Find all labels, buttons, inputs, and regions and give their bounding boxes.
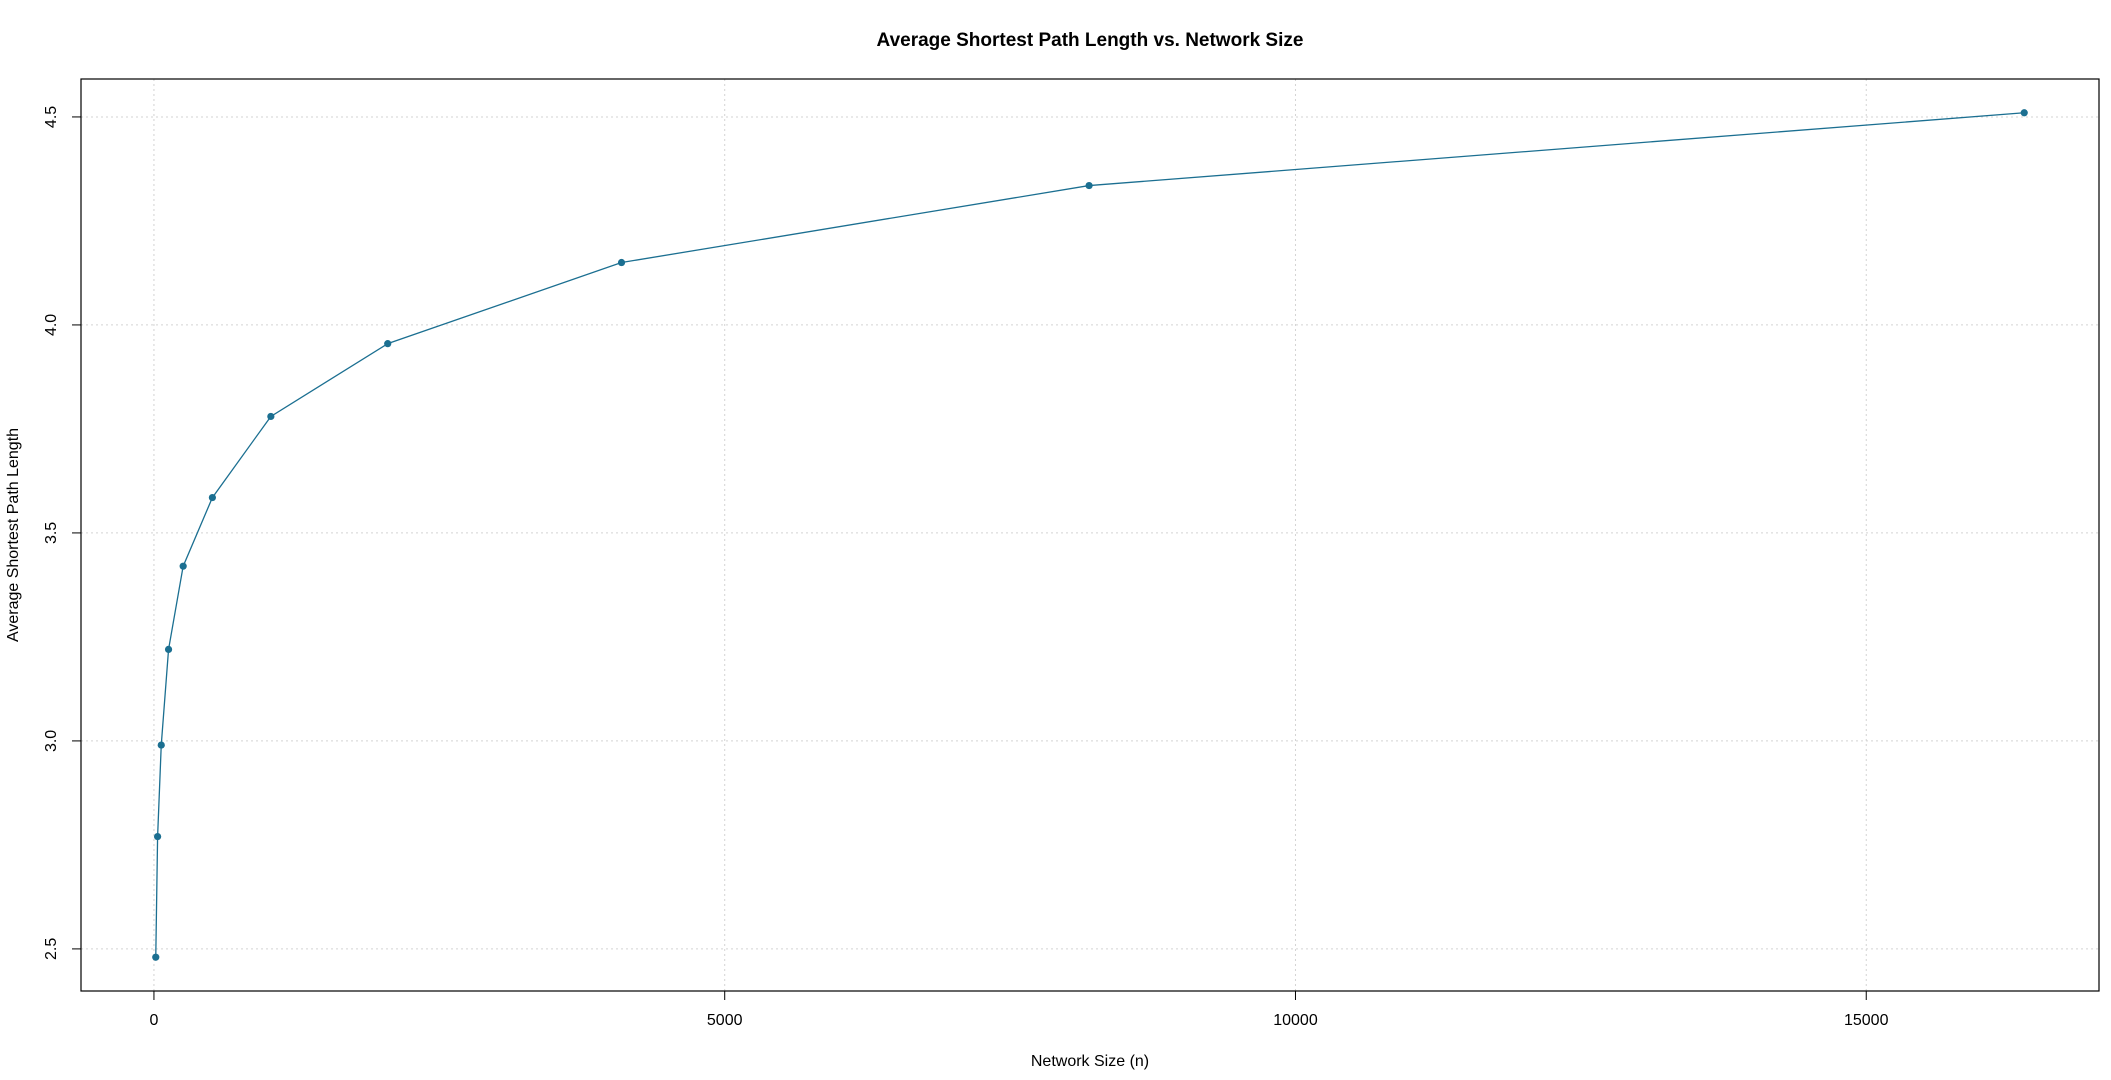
y-tick-label: 4.5 bbox=[43, 106, 60, 128]
data-point bbox=[384, 340, 392, 348]
chart-title: Average Shortest Path Length vs. Network… bbox=[877, 30, 1304, 51]
y-tick-label: 2.5 bbox=[43, 938, 60, 960]
x-tick-label: 15000 bbox=[1844, 1012, 1889, 1029]
y-axis-label: Average Shortest Path Length bbox=[5, 428, 22, 642]
data-point bbox=[179, 562, 187, 570]
data-point bbox=[617, 258, 626, 267]
y-tick-label: 3.0 bbox=[43, 730, 60, 752]
x-tick-label: 0 bbox=[149, 1012, 158, 1029]
data-point bbox=[2020, 109, 2028, 117]
x-axis-label: Network Size (n) bbox=[1031, 1053, 1149, 1070]
data-line bbox=[155, 112, 2025, 958]
data-point bbox=[208, 493, 216, 502]
y-tick-label: 3.5 bbox=[43, 522, 60, 544]
plot-frame bbox=[80, 78, 2100, 992]
data-point bbox=[267, 412, 275, 421]
data-point bbox=[157, 741, 165, 749]
data-point bbox=[1085, 181, 1093, 190]
data-point bbox=[153, 832, 162, 841]
y-tick-label: 4.0 bbox=[43, 314, 60, 336]
x-tick-label: 10000 bbox=[1273, 1012, 1318, 1029]
x-tick-label: 5000 bbox=[707, 1012, 743, 1029]
data-point bbox=[152, 953, 160, 961]
data-point bbox=[164, 645, 173, 653]
